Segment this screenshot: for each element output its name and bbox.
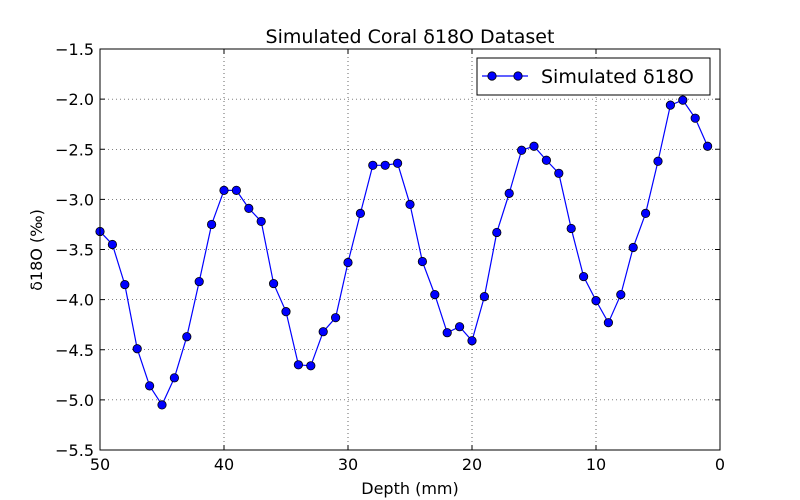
data-point (231, 185, 241, 195)
data-point (207, 219, 217, 230)
data-point (169, 373, 179, 383)
grid-lines (100, 49, 720, 450)
data-point (145, 381, 155, 391)
data-point (603, 318, 614, 328)
legend: Simulated δ18O (476, 57, 711, 96)
data-point (578, 271, 589, 282)
data-point (318, 327, 328, 337)
data-point (120, 279, 130, 290)
data-point (516, 145, 527, 155)
y-axis-label: δ18O (‰) (27, 209, 46, 291)
x-axis-label: Depth (mm) (361, 479, 458, 498)
data-point (702, 141, 713, 151)
data-point (529, 141, 539, 151)
x-tick-label: 20 (462, 455, 482, 474)
data-point (244, 203, 254, 213)
legend-marker-swatch (513, 71, 523, 81)
data-point (678, 95, 688, 105)
data-point (355, 208, 365, 219)
y-tick-labels: −1.5 −2.0 −2.5 −3.0 −3.5 −4.0 −4.5 −5.0 −5.5 (55, 40, 94, 460)
data-point (554, 168, 564, 178)
data-point (591, 296, 601, 306)
data-point (541, 155, 552, 165)
data-point (380, 160, 390, 170)
y-tick-label: −3.5 (55, 241, 94, 260)
x-tick-labels: 50 40 30 20 10 0 (90, 455, 725, 474)
data-point (306, 361, 316, 371)
data-point (492, 227, 502, 238)
data-point (454, 322, 465, 332)
data-point (405, 199, 415, 209)
axis-ticks (99, 48, 721, 451)
data-point (268, 278, 279, 289)
y-tick-label: −5.5 (55, 441, 94, 460)
y-tick-label: −4.5 (55, 341, 94, 360)
y-tick-label: −3.0 (55, 190, 94, 209)
data-point (343, 257, 353, 268)
data-point (392, 158, 403, 168)
y-tick-label: −1.5 (55, 40, 94, 59)
data-point (504, 188, 514, 198)
y-tick-label: −2.0 (55, 90, 94, 109)
x-tick-label: 0 (715, 455, 725, 474)
data-point (157, 400, 167, 410)
chart-title: Simulated Coral δ18O Dataset (266, 26, 555, 48)
data-point (281, 307, 291, 317)
y-tick-label: −2.5 (55, 140, 94, 159)
data-point (368, 160, 378, 170)
data-point (182, 332, 192, 342)
data-point (690, 113, 700, 123)
x-tick-label: 10 (586, 455, 606, 474)
data-point (640, 208, 651, 219)
data-point (219, 185, 229, 195)
x-tick-label: 40 (214, 455, 234, 474)
data-point (479, 292, 489, 302)
data-point (616, 290, 626, 300)
data-point (293, 360, 303, 370)
y-tick-label: −5.0 (55, 391, 94, 410)
data-point (132, 344, 142, 354)
data-point (107, 239, 118, 250)
series-marker-group (95, 95, 713, 410)
data-point (467, 336, 477, 346)
legend-label: Simulated δ18O (541, 66, 694, 88)
data-point (628, 242, 638, 253)
legend-marker-swatch (487, 71, 497, 81)
x-tick-label: 30 (338, 455, 358, 474)
data-point (256, 216, 266, 227)
data-point (430, 290, 440, 300)
data-point (566, 223, 576, 234)
y-tick-label: −4.0 (55, 291, 94, 310)
data-point (417, 256, 427, 267)
x-tick-label: 50 (90, 455, 110, 474)
data-point (665, 100, 676, 110)
data-point (653, 156, 663, 166)
data-point (330, 313, 341, 323)
data-point (194, 276, 204, 287)
data-point (442, 328, 452, 338)
